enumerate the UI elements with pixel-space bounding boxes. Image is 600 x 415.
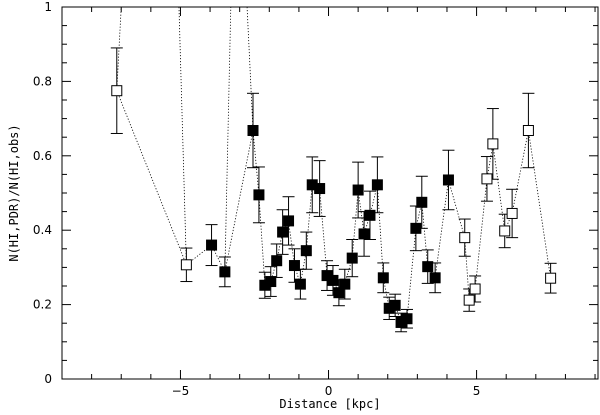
axis-ticks (61, 6, 598, 380)
filled-square-marker (416, 196, 428, 208)
x-tick-label: −5 (172, 384, 190, 398)
off-scale-connector (246, 6, 254, 131)
off-scale-connector (116, 6, 122, 91)
filled-square-marker (314, 183, 326, 195)
open-square-marker (545, 272, 557, 284)
open-square-marker (111, 85, 123, 97)
open-square-marker (481, 173, 493, 185)
axis-tick-labels: −5 0 5 0 0.2 0.4 0.6 0.8 1 (33, 0, 480, 398)
filled-square-marker (346, 252, 358, 264)
filled-square-marker (339, 278, 351, 290)
open-square-marker (487, 138, 499, 150)
filled-square-marker (265, 276, 277, 288)
open-square-marker (522, 125, 534, 137)
filled-square-marker (410, 222, 422, 234)
filled-square-marker (352, 184, 364, 196)
y-tick-label: 0.6 (33, 149, 52, 163)
x-axis-label: Distance [kpc] (279, 397, 380, 411)
filled-square-marker (377, 272, 389, 284)
filled-square-marker (253, 189, 265, 201)
off-scale-connector (178, 6, 187, 265)
filled-square-marker (288, 260, 300, 272)
x-tick-label: 0 (325, 384, 333, 398)
y-tick-label: 0.8 (33, 74, 52, 88)
filled-square-marker (401, 313, 413, 325)
filled-square-marker (422, 261, 434, 273)
filled-square-marker (442, 174, 454, 186)
filled-square-marker (283, 215, 295, 227)
connector-lines (116, 6, 551, 324)
filled-square-marker (271, 255, 283, 267)
filled-square-marker (247, 125, 259, 137)
filled-square-marker (206, 239, 218, 251)
open-square-marker (463, 294, 475, 306)
y-tick-label: 1 (44, 0, 52, 14)
y-tick-label: 0 (44, 372, 52, 386)
data-markers (111, 85, 557, 328)
y-tick-label: 0.2 (33, 298, 52, 312)
off-scale-connector (224, 6, 232, 272)
filled-square-marker (327, 274, 339, 286)
filled-square-marker (358, 228, 370, 240)
filled-square-marker (364, 209, 376, 221)
filled-square-marker (277, 226, 289, 238)
y-axis-label: N(HI,PDR)/N(HI,obs) (7, 124, 21, 261)
filled-square-marker (294, 278, 306, 290)
filled-square-marker (371, 179, 383, 191)
open-square-marker (499, 225, 511, 237)
open-square-marker (459, 232, 471, 244)
filled-square-marker (219, 266, 231, 278)
filled-square-marker (300, 245, 312, 257)
x-tick-label: 5 (473, 384, 481, 398)
filled-square-marker (333, 287, 345, 299)
filled-square-marker (389, 299, 401, 311)
open-square-marker (180, 259, 192, 271)
y-tick-label: 0.4 (33, 223, 52, 237)
open-square-marker (469, 283, 481, 295)
filled-square-marker (429, 272, 441, 284)
open-square-marker (506, 207, 518, 219)
plot-frame (61, 6, 599, 380)
